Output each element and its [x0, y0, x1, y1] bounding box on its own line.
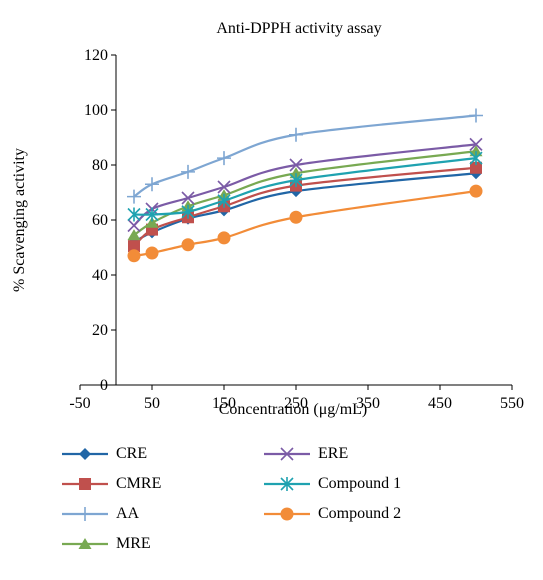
data-point-aa	[469, 108, 483, 123]
data-point-compound-1	[469, 151, 483, 166]
data-point-compound-2	[217, 231, 231, 245]
y-tick-label: 120	[84, 47, 108, 64]
data-point-compound-2	[145, 246, 159, 260]
data-point-mre	[127, 229, 141, 241]
chart: Anti-DPPH activity assay % Scavenging ac…	[11, 20, 524, 418]
legend-swatch-compound-2	[264, 507, 310, 521]
data-point-compound-1	[127, 207, 141, 222]
series-compound-1	[127, 151, 483, 222]
data-point-aa	[289, 127, 303, 142]
legend-swatch-ere	[264, 447, 310, 461]
y-tick-label: 80	[92, 157, 108, 174]
data-point-compound-1	[145, 207, 159, 222]
data-point-compound-2	[127, 249, 141, 263]
data-point-compound-2	[289, 210, 303, 224]
legend-marker-compound-1	[280, 477, 294, 491]
legend-label-mre: MRE	[116, 535, 151, 552]
legend-item-compound-1: Compound 1	[262, 472, 401, 496]
x-tick-label: 550	[500, 395, 524, 412]
x-tick-label: 250	[284, 395, 308, 412]
x-tick-label: 150	[212, 395, 236, 412]
legend-swatch-mre	[62, 538, 108, 549]
data-point-mre	[289, 167, 303, 179]
legend-marker-compound-2	[280, 507, 294, 521]
legend-label-compound-2: Compound 2	[318, 505, 402, 522]
legend: CRE CMRE AA MRE ERE Compound 1 Compound 2	[30, 442, 530, 578]
data-point-aa	[127, 189, 141, 204]
x-tick-label: 350	[356, 395, 380, 412]
data-point-aa	[145, 177, 159, 192]
legend-marker-cre	[79, 448, 91, 460]
legend-swatch-compound-1	[264, 477, 310, 491]
data-point-aa	[181, 164, 195, 179]
legend-marker-cmre	[79, 478, 91, 490]
data-point-compound-2	[181, 238, 195, 252]
series-aa	[127, 108, 483, 204]
series-compound-2	[127, 184, 483, 263]
data-point-cmre	[128, 240, 140, 253]
data-point-mre	[469, 145, 483, 157]
axes: 0 20 40 60 80 100 120 -50 50 150 250 350 450 550	[69, 47, 524, 412]
series-cmre	[128, 161, 482, 253]
legend-marker-ere	[280, 447, 294, 461]
legend-item-ere: ERE	[262, 442, 348, 466]
legend-label-aa: AA	[116, 505, 140, 522]
legend-label-ere: ERE	[318, 445, 349, 462]
legend-label-cre: CRE	[116, 445, 148, 462]
legend-item-mre: MRE	[60, 532, 151, 556]
data-point-ere	[181, 191, 195, 205]
data-point-compound-1	[181, 204, 195, 219]
data-point-cmre	[470, 161, 482, 174]
legend-marker-aa	[78, 507, 92, 521]
legend-marker-mre	[78, 538, 92, 549]
legend-item-aa: AA	[60, 502, 139, 526]
legend-label-compound-1: Compound 1	[318, 475, 402, 492]
y-tick-label: 0	[100, 377, 108, 394]
data-point-ere	[217, 180, 231, 194]
series-layer	[127, 108, 483, 263]
legend-swatch-aa	[62, 507, 108, 521]
legend-item-compound-2: Compound 2	[262, 502, 401, 526]
y-tick-label: 60	[92, 212, 108, 229]
legend-item-cmre: CMRE	[60, 472, 161, 496]
x-tick-label: 50	[144, 395, 160, 412]
y-tick-label: 100	[84, 102, 108, 119]
data-point-ere	[469, 137, 483, 151]
data-point-compound-1	[217, 193, 231, 208]
data-point-ere	[127, 218, 141, 233]
y-tick-label: 20	[92, 322, 108, 339]
legend-swatch-cre	[62, 448, 108, 460]
data-point-compound-1	[289, 173, 303, 188]
y-tick-label: 40	[92, 267, 108, 284]
data-point-compound-2	[469, 184, 483, 198]
data-point-aa	[217, 151, 231, 166]
legend-item-cre: CRE	[60, 442, 147, 466]
chart-title: Anti-DPPH activity assay	[216, 20, 381, 37]
x-axis-label: Concentration (μg/mL)	[219, 401, 368, 418]
legend-label-cmre: CMRE	[116, 475, 162, 492]
data-point-ere	[289, 158, 303, 172]
x-tick-label: -50	[69, 395, 90, 412]
x-tick-label: 450	[428, 395, 452, 412]
series-mre	[127, 145, 483, 241]
legend-swatch-cmre	[62, 478, 108, 490]
y-axis-label: % Scavenging activity	[11, 148, 28, 292]
data-point-mre	[145, 216, 159, 228]
